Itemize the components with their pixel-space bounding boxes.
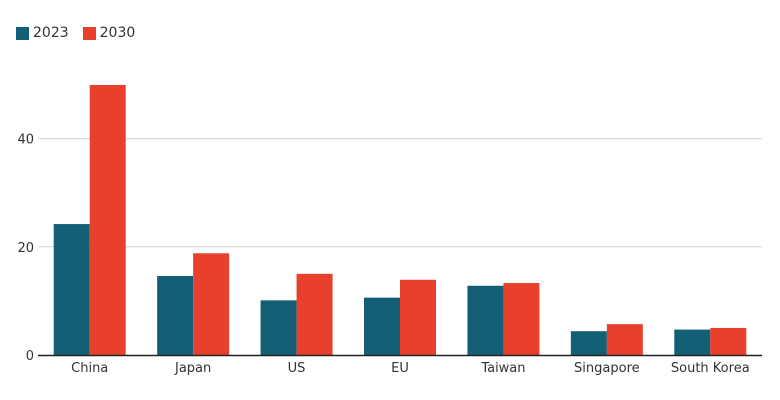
bar-taiwan-2030 (503, 283, 540, 355)
bar-singapore-2023 (570, 331, 607, 355)
bar-us-2023 (260, 300, 297, 355)
x-tick-label-eu: EU (391, 361, 409, 376)
y-tick-label-40: 40 (17, 133, 34, 148)
y-tick-label-0: 0 (26, 349, 34, 364)
bar-japan-2030 (193, 253, 230, 355)
y-tick-label-20: 20 (17, 241, 34, 256)
x-tick-label-japan: Japan (174, 361, 211, 376)
x-tick-label-taiwan: Taiwan (480, 361, 525, 376)
bar-japan-2023 (157, 276, 194, 355)
x-tick-label-us: US (288, 361, 306, 376)
bar-eu-2030 (400, 279, 436, 355)
legend: 2023 2030 (16, 25, 149, 41)
legend-label-2030: 2030 (99, 25, 136, 41)
legend-item-2030: 2030 (82, 25, 136, 41)
x-tick-label-china: China (71, 361, 108, 376)
bar-taiwan-2023 (467, 285, 504, 355)
bar-us-2030 (296, 273, 333, 355)
bar-china-2023 (53, 224, 90, 355)
legend-label-2023: 2023 (33, 25, 69, 41)
bar-eu-2023 (364, 297, 400, 355)
x-tick-label-singapore: Singapore (574, 361, 640, 376)
bar-south-korea-2030 (710, 327, 747, 355)
bar-china-2030 (89, 85, 126, 355)
bar-south-korea-2023 (674, 329, 711, 355)
legend-swatch-2030 (82, 26, 96, 40)
bar-singapore-2030 (606, 324, 643, 355)
x-tick-label-south-korea: South Korea (671, 361, 750, 376)
legend-swatch-2023 (16, 26, 29, 40)
legend-item-2023: 2023 (16, 25, 69, 41)
